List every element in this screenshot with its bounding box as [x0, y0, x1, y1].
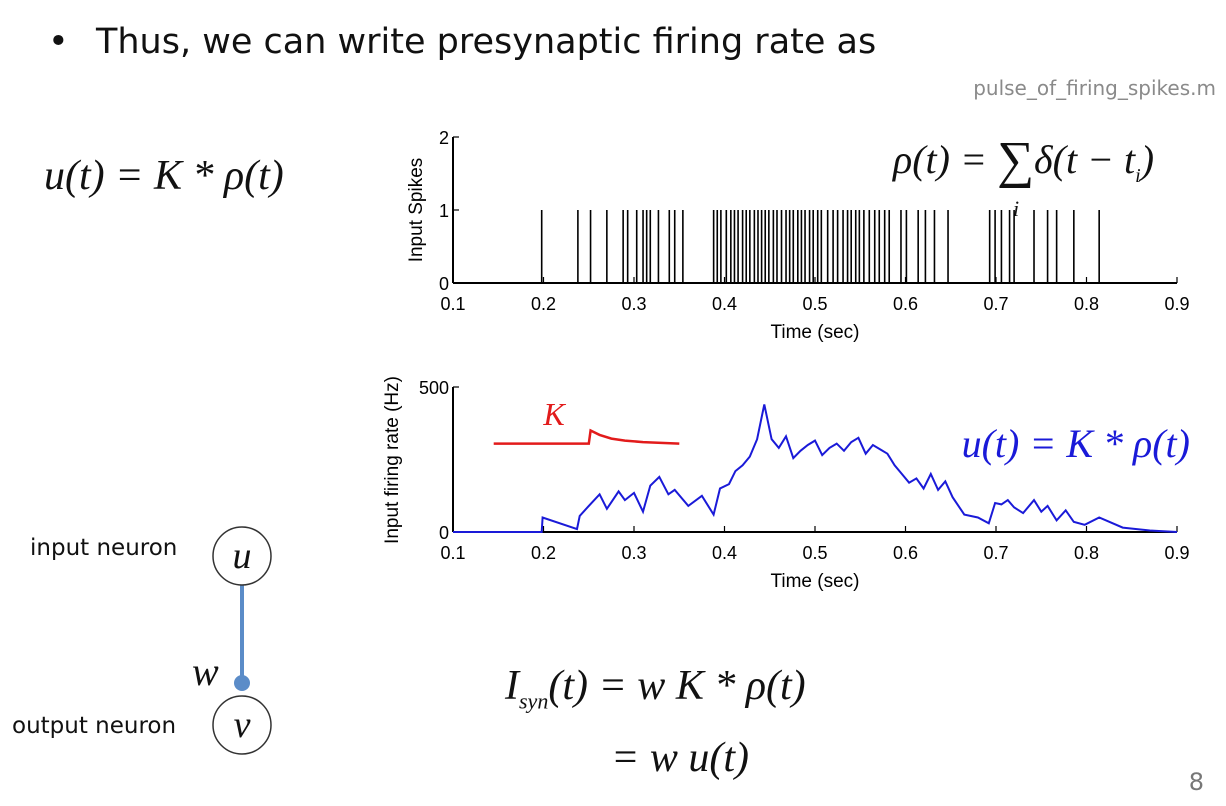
x-tick-label: 0.1	[440, 543, 465, 563]
x-tick-label: 0.8	[1074, 294, 1099, 314]
y-axis-label: Input Spikes	[406, 158, 427, 263]
y-tick-label: 0	[439, 523, 449, 543]
equation-synaptic-current-simplified: = w u(t)	[611, 735, 749, 781]
x-tick-label: 0.7	[983, 543, 1008, 563]
y-axis-label: Input firing rate (Hz)	[382, 376, 403, 544]
x-tick-label: 0.5	[802, 294, 827, 314]
sum-glyph: ∑	[996, 132, 1035, 189]
x-tick-label: 0.6	[893, 294, 918, 314]
x-tick-label: 0.2	[531, 294, 556, 314]
kernel-line	[493, 428, 680, 445]
x-tick-label: 0.4	[712, 294, 737, 314]
rho-rhs: δ(t − t	[1034, 137, 1136, 182]
chart-panel-1: 0.1 0.2 0.3 0.4 0.5 0.6 0.7 0.8 0.9 0 1 2 Time (sec)…	[406, 128, 1190, 343]
kernel-label: K	[542, 396, 566, 432]
y-tick-label: 1	[439, 201, 449, 221]
x-tick-label: 0.5	[802, 543, 827, 563]
rho-subscript: i	[1135, 165, 1141, 187]
equation-synaptic-current: Isyn(t) = w K * ρ(t)	[505, 662, 806, 714]
x-tick-label: 0.9	[1164, 543, 1189, 563]
input-neuron-label: input neuron	[30, 535, 178, 561]
output-neuron-label: output neuron	[12, 713, 177, 739]
x-tick-label: 0.3	[621, 294, 646, 314]
y-tick-label: 0	[439, 274, 449, 294]
x-tick-label: 0.8	[1074, 543, 1099, 563]
y-tick-label: 500	[419, 378, 449, 398]
equation-rate-convolution: u(t) = K * ρ(t)	[44, 153, 284, 199]
equation-spike-train: ρ(t) = ∑ i δ(t − ti)	[893, 135, 1155, 222]
series-line-firing-rate	[453, 404, 1178, 533]
weight-label: w	[192, 649, 219, 694]
rho-close: )	[1140, 137, 1155, 182]
bullet-line: • Thus, we can write presynaptic firing r…	[48, 22, 876, 62]
sum-symbol: ∑ i	[997, 135, 1034, 222]
x-tick-label: 0.1	[440, 294, 465, 314]
x-tick-label: 0.2	[531, 543, 556, 563]
isyn-symbol: I	[505, 663, 519, 709]
x-axis-label: Time (sec)	[770, 571, 859, 592]
bullet-text: Thus, we can write presynaptic firing ra…	[96, 22, 877, 62]
bullet-symbol: •	[48, 22, 69, 62]
x-tick-label: 0.6	[893, 543, 918, 563]
x-tick-label: 0.7	[983, 294, 1008, 314]
isyn-rest: (t) = w K * ρ(t)	[548, 663, 806, 709]
chart-panel-2: 0.1 0.2 0.3 0.4 0.5 0.6 0.7 0.8 0.9 0 500 Time (sec…	[382, 376, 1190, 592]
series-label-firing-rate: u(t) = K * ρ(t)	[962, 421, 1190, 466]
page-number: 8	[1188, 768, 1204, 796]
x-axis-label: Time (sec)	[770, 322, 859, 343]
isyn-subscript: syn	[519, 688, 549, 714]
y-tick-label: 2	[439, 128, 449, 148]
sum-index: i	[1012, 196, 1020, 221]
script-filename: pulse_of_firing_spikes.m	[973, 76, 1216, 100]
x-tick-label: 0.9	[1164, 294, 1189, 314]
x-tick-label: 0.3	[621, 543, 646, 563]
rho-lhs: ρ(t) =	[893, 137, 997, 182]
x-tick-label: 0.4	[712, 543, 737, 563]
